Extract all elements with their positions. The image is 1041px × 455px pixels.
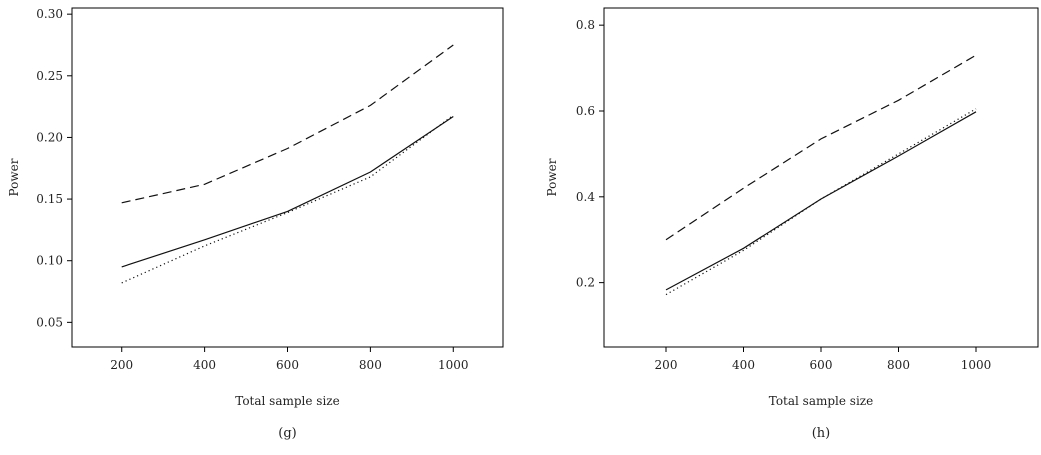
- x-tick-label: 600: [276, 358, 299, 372]
- x-tick-label: 400: [732, 358, 755, 372]
- panel-label: (h): [812, 426, 831, 441]
- y-tick-label: 0.10: [36, 254, 63, 268]
- series-line-dashed: [121, 44, 454, 204]
- x-axis-label: Total sample size: [235, 394, 339, 408]
- panel-label: (g): [278, 426, 296, 441]
- series-line-dotted: [121, 114, 454, 284]
- y-axis-label: Power: [545, 158, 559, 196]
- x-tick-label: 400: [193, 358, 216, 372]
- y-tick-label: 0.20: [36, 130, 63, 144]
- x-tick-label: 800: [359, 358, 382, 372]
- y-tick-label: 0.8: [576, 18, 595, 32]
- x-tick-label: 1000: [961, 358, 992, 372]
- series-line-solid: [121, 116, 454, 268]
- x-tick-label: 800: [887, 358, 910, 372]
- x-tick-label: 200: [655, 358, 678, 372]
- plot-frame: [71, 7, 504, 348]
- y-tick-label: 0.15: [36, 192, 63, 206]
- x-tick-label: 600: [810, 358, 833, 372]
- y-tick-label: 0.6: [576, 104, 595, 118]
- x-tick-label: 1000: [438, 358, 469, 372]
- series-line-dotted: [665, 108, 977, 296]
- y-tick-label: 0.2: [576, 276, 595, 290]
- plot-frame: [603, 7, 1039, 348]
- series-line-dashed: [665, 54, 977, 241]
- x-axis-label: Total sample size: [769, 394, 873, 408]
- chart-panel-1: 0.2 0.4 0.6 0.8 200 400 600 800 1000 Total sample…: [545, 7, 1039, 441]
- y-tick-label: 0.30: [36, 7, 63, 21]
- y-tick-label: 0.25: [36, 69, 63, 83]
- chart-panel-0: 0.05 0.10 0.15 0.20 0.25 0.30 200 400 600 800 1000…: [7, 7, 504, 441]
- series-line-solid: [665, 111, 977, 291]
- y-axis-label: Power: [7, 158, 21, 196]
- y-tick-label: 0.4: [576, 190, 595, 204]
- y-tick-label: 0.05: [36, 315, 63, 329]
- x-tick-label: 200: [110, 358, 133, 372]
